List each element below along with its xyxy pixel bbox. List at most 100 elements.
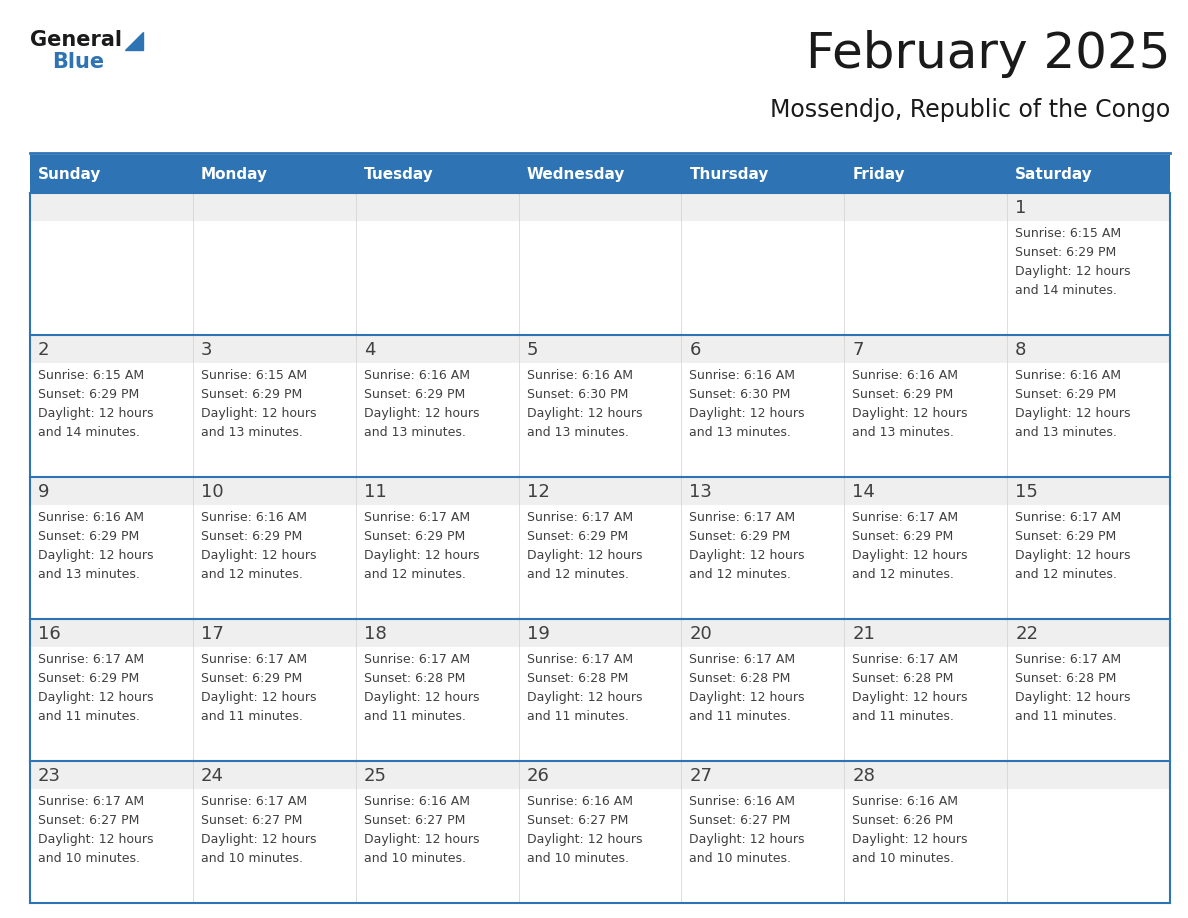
Polygon shape: [125, 32, 143, 50]
Text: 7: 7: [852, 341, 864, 359]
Bar: [845, 193, 1007, 221]
Text: Sunset: 6:29 PM: Sunset: 6:29 PM: [1015, 246, 1117, 259]
Text: 26: 26: [526, 767, 549, 785]
Text: Sunset: 6:30 PM: Sunset: 6:30 PM: [689, 388, 791, 401]
Text: Sunrise: 6:16 AM: Sunrise: 6:16 AM: [1015, 369, 1121, 382]
Text: Daylight: 12 hours: Daylight: 12 hours: [364, 549, 479, 562]
Text: Daylight: 12 hours: Daylight: 12 hours: [689, 691, 805, 704]
Text: Mossendjo, Republic of the Congo: Mossendjo, Republic of the Congo: [770, 98, 1170, 122]
Text: 15: 15: [1015, 483, 1038, 501]
Text: and 11 minutes.: and 11 minutes.: [1015, 710, 1117, 723]
Bar: [845, 619, 1007, 647]
Text: and 13 minutes.: and 13 minutes.: [364, 426, 466, 439]
Text: and 12 minutes.: and 12 minutes.: [852, 568, 954, 581]
Text: Sunrise: 6:16 AM: Sunrise: 6:16 AM: [364, 369, 469, 382]
Bar: [845, 619, 1007, 761]
Bar: [845, 193, 1007, 335]
Bar: [682, 477, 845, 505]
Text: Sunrise: 6:15 AM: Sunrise: 6:15 AM: [201, 369, 307, 382]
Bar: [845, 761, 1007, 789]
Text: 6: 6: [689, 341, 701, 359]
Text: 24: 24: [201, 767, 223, 785]
Bar: [845, 335, 1007, 477]
Text: Daylight: 12 hours: Daylight: 12 hours: [1015, 407, 1131, 420]
Text: Daylight: 12 hours: Daylight: 12 hours: [852, 407, 968, 420]
Bar: [355, 619, 519, 761]
Text: and 13 minutes.: and 13 minutes.: [1015, 426, 1117, 439]
Bar: [30, 619, 192, 761]
Bar: [682, 193, 845, 221]
Text: 18: 18: [364, 625, 386, 643]
Text: and 12 minutes.: and 12 minutes.: [526, 568, 628, 581]
Text: and 13 minutes.: and 13 minutes.: [852, 426, 954, 439]
Bar: [1007, 477, 1170, 619]
Text: Sunset: 6:30 PM: Sunset: 6:30 PM: [526, 388, 628, 401]
Bar: [355, 193, 519, 335]
Text: Sunrise: 6:17 AM: Sunrise: 6:17 AM: [201, 653, 307, 666]
Bar: [845, 477, 1007, 619]
Bar: [519, 335, 682, 477]
Bar: [192, 477, 355, 505]
Text: and 13 minutes.: and 13 minutes.: [526, 426, 628, 439]
Text: Sunrise: 6:17 AM: Sunrise: 6:17 AM: [1015, 511, 1121, 524]
Text: Daylight: 12 hours: Daylight: 12 hours: [526, 407, 642, 420]
Text: Sunset: 6:28 PM: Sunset: 6:28 PM: [1015, 672, 1117, 685]
Bar: [845, 477, 1007, 505]
Text: 9: 9: [38, 483, 50, 501]
Text: 16: 16: [38, 625, 61, 643]
Bar: [1007, 477, 1170, 505]
Text: 12: 12: [526, 483, 549, 501]
Text: Daylight: 12 hours: Daylight: 12 hours: [526, 549, 642, 562]
Bar: [192, 193, 355, 335]
Bar: [682, 761, 845, 789]
Text: Daylight: 12 hours: Daylight: 12 hours: [38, 549, 153, 562]
Text: Daylight: 12 hours: Daylight: 12 hours: [364, 691, 479, 704]
Bar: [519, 335, 682, 363]
Bar: [355, 761, 519, 903]
Bar: [519, 477, 682, 619]
Bar: [30, 477, 192, 619]
Text: Daylight: 12 hours: Daylight: 12 hours: [201, 407, 316, 420]
Bar: [30, 335, 192, 363]
Text: Thursday: Thursday: [689, 166, 769, 182]
Text: Daylight: 12 hours: Daylight: 12 hours: [1015, 265, 1131, 278]
Text: 28: 28: [852, 767, 876, 785]
Text: General: General: [30, 30, 122, 50]
Bar: [1007, 619, 1170, 761]
Text: Sunrise: 6:17 AM: Sunrise: 6:17 AM: [364, 653, 469, 666]
Text: and 10 minutes.: and 10 minutes.: [526, 852, 628, 865]
Bar: [1007, 193, 1170, 221]
Bar: [682, 193, 845, 335]
Bar: [192, 619, 355, 761]
Text: Sunset: 6:29 PM: Sunset: 6:29 PM: [526, 530, 627, 543]
Bar: [355, 477, 519, 505]
Text: Sunset: 6:29 PM: Sunset: 6:29 PM: [201, 388, 302, 401]
Bar: [30, 477, 192, 505]
Text: Sunrise: 6:17 AM: Sunrise: 6:17 AM: [852, 653, 959, 666]
Text: 1: 1: [1015, 199, 1026, 217]
Text: Sunset: 6:27 PM: Sunset: 6:27 PM: [689, 814, 791, 827]
Bar: [192, 193, 355, 221]
Text: Daylight: 12 hours: Daylight: 12 hours: [38, 833, 153, 846]
Text: Sunrise: 6:15 AM: Sunrise: 6:15 AM: [1015, 227, 1121, 240]
Bar: [845, 335, 1007, 363]
Text: Sunrise: 6:16 AM: Sunrise: 6:16 AM: [852, 795, 959, 808]
Text: Sunset: 6:29 PM: Sunset: 6:29 PM: [364, 388, 465, 401]
Text: Sunset: 6:29 PM: Sunset: 6:29 PM: [38, 530, 139, 543]
Text: Sunset: 6:29 PM: Sunset: 6:29 PM: [38, 388, 139, 401]
Text: Sunset: 6:28 PM: Sunset: 6:28 PM: [689, 672, 791, 685]
Text: and 13 minutes.: and 13 minutes.: [38, 568, 140, 581]
Text: 25: 25: [364, 767, 387, 785]
Text: Sunrise: 6:17 AM: Sunrise: 6:17 AM: [689, 653, 796, 666]
Text: Tuesday: Tuesday: [364, 166, 434, 182]
Text: 14: 14: [852, 483, 876, 501]
Text: Sunrise: 6:16 AM: Sunrise: 6:16 AM: [201, 511, 307, 524]
Text: and 11 minutes.: and 11 minutes.: [526, 710, 628, 723]
Text: Daylight: 12 hours: Daylight: 12 hours: [364, 407, 479, 420]
Text: Sunrise: 6:15 AM: Sunrise: 6:15 AM: [38, 369, 144, 382]
Text: 11: 11: [364, 483, 386, 501]
Text: Daylight: 12 hours: Daylight: 12 hours: [38, 691, 153, 704]
Bar: [519, 761, 682, 789]
Text: and 12 minutes.: and 12 minutes.: [689, 568, 791, 581]
Bar: [1007, 335, 1170, 477]
